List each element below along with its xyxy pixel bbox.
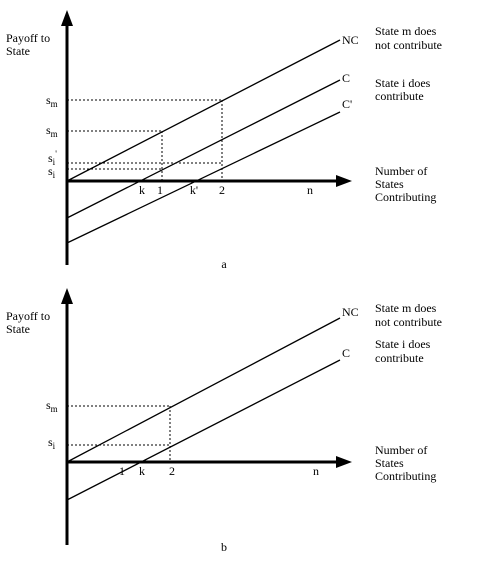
line-label: NC [342, 305, 359, 319]
line-description: not contribute [375, 315, 442, 329]
y-arrow [61, 10, 73, 26]
y-label: si [48, 435, 56, 451]
x-axis-label: Contributing [375, 190, 436, 204]
y-label-base: s [46, 123, 51, 137]
y-label-sub: m [51, 404, 58, 414]
y-label-base: s [48, 164, 53, 178]
line-description: State i does [375, 76, 431, 90]
x-label: 2 [169, 464, 175, 478]
x-label: n [313, 464, 319, 478]
x-axis-label: Number of [375, 443, 427, 457]
x-label: 1 [119, 464, 125, 478]
y-label-base: s [46, 398, 51, 412]
y-label-sup: ' [55, 149, 57, 159]
line-nc [66, 317, 341, 463]
y-arrow [61, 288, 73, 304]
y-axis-label: Payoff to [6, 31, 50, 45]
y-label-base: s [46, 93, 51, 107]
x-axis-label: States [375, 456, 404, 470]
line-description: State m does [375, 301, 437, 315]
panel-a: Payoff to State NC State m does not cont… [6, 10, 442, 271]
y-label-base: s [48, 151, 53, 165]
line-c [66, 359, 341, 501]
line-c-prime [66, 111, 341, 244]
x-axis-label: States [375, 177, 404, 191]
x-arrow [336, 456, 352, 468]
x-arrow [336, 175, 352, 187]
line-description: State m does [375, 24, 437, 38]
line-description: contribute [375, 351, 424, 365]
x-label: k [139, 183, 145, 197]
panel-b: Payoff to State NC State m does not cont… [6, 288, 442, 554]
x-label: k [139, 464, 145, 478]
line-label: C' [342, 97, 352, 111]
y-label-sub: i [53, 157, 56, 167]
y-label: sm [46, 123, 58, 139]
caption: b [221, 540, 227, 554]
x-label: 2 [219, 183, 225, 197]
line-label: NC [342, 33, 359, 47]
y-label: sm [46, 93, 58, 109]
line-label: C [342, 71, 350, 85]
x-label: n [307, 183, 313, 197]
y-label-sub: i [53, 441, 56, 451]
y-axis-label: Payoff to [6, 309, 50, 323]
x-label: k' [190, 183, 198, 197]
y-label: si' [48, 149, 57, 167]
x-axis-label: Number of [375, 164, 427, 178]
line-description: contribute [375, 89, 424, 103]
line-nc [66, 39, 341, 182]
line-c [66, 79, 341, 219]
x-label: 1 [157, 183, 163, 197]
line-description: not contribute [375, 38, 442, 52]
y-label: si [48, 164, 56, 180]
y-axis-label: State [6, 322, 30, 336]
y-label: sm [46, 398, 58, 414]
x-axis-label: Contributing [375, 469, 436, 483]
caption: a [221, 257, 227, 271]
line-description: State i does [375, 337, 431, 351]
y-axis-label: State [6, 44, 30, 58]
y-label-base: s [48, 435, 53, 449]
y-label-sub: m [51, 99, 58, 109]
y-label-sub: i [53, 170, 56, 180]
line-label: C [342, 346, 350, 360]
y-label-sub: m [51, 129, 58, 139]
